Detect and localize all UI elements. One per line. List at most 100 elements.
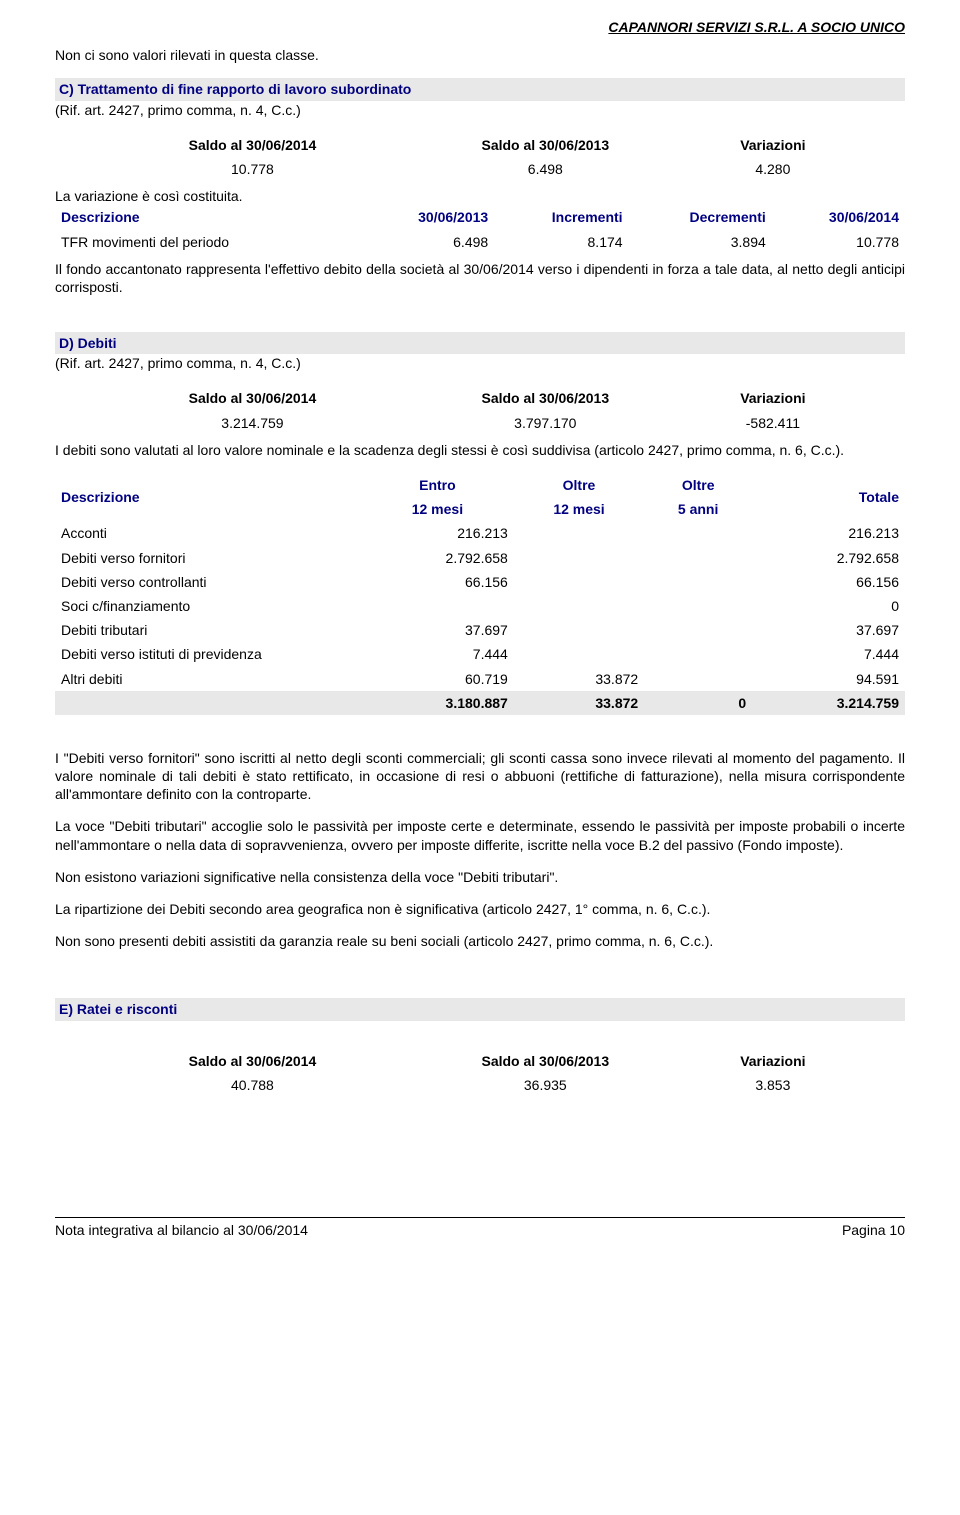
cell: 3.853 [692, 1073, 854, 1097]
section-e-saldo-table: Saldo al 30/06/2014 Saldo al 30/06/2013 … [106, 1049, 854, 1097]
section-d-p2: La voce "Debiti tributari" accoglie solo… [55, 817, 905, 853]
col-header: 30/06/2013 [361, 205, 494, 229]
section-e-title: E) Ratei e risconti [55, 998, 905, 1020]
total-cell: 0 [644, 691, 752, 715]
cell: 8.174 [494, 230, 628, 254]
table-row: Debiti verso controllanti66.15666.156 [55, 570, 905, 594]
cell [644, 521, 752, 545]
cell: 2.792.658 [361, 546, 514, 570]
table-row: Acconti216.213216.213 [55, 521, 905, 545]
total-cell: 33.872 [514, 691, 644, 715]
row-label: Soci c/finanziamento [55, 594, 361, 618]
col-header: 5 anni [644, 497, 752, 521]
cell: 4.280 [692, 157, 854, 181]
cell [514, 594, 644, 618]
cell [514, 618, 644, 642]
company-header: CAPANNORI SERVIZI S.R.L. A SOCIO UNICO [55, 18, 905, 36]
col-header: Descrizione [55, 473, 361, 521]
col-header: Saldo al 30/06/2014 [106, 386, 399, 410]
cell [514, 570, 644, 594]
row-label: Debiti verso controllanti [55, 570, 361, 594]
section-d-p4: La ripartizione dei Debiti secondo area … [55, 900, 905, 918]
cell: 66.156 [752, 570, 905, 594]
table-row: Soci c/finanziamento 0 [55, 594, 905, 618]
col-header: 30/06/2014 [772, 205, 905, 229]
section-c-ref: (Rif. art. 2427, primo comma, n. 4, C.c.… [55, 101, 905, 119]
cell: 216.213 [752, 521, 905, 545]
section-d-p3: Non esistono variazioni significative ne… [55, 868, 905, 886]
col-header: Variazioni [692, 133, 854, 157]
col-header: Decrementi [629, 205, 772, 229]
total-cell: 3.180.887 [361, 691, 514, 715]
row-label: Debiti verso istituti di previdenza [55, 642, 361, 666]
cell: 3.214.759 [106, 411, 399, 435]
col-header: Totale [752, 473, 905, 521]
cell [644, 642, 752, 666]
table-row: Debiti verso istituti di previdenza7.444… [55, 642, 905, 666]
cell: 37.697 [752, 618, 905, 642]
cell: -582.411 [692, 411, 854, 435]
cell: 66.156 [361, 570, 514, 594]
intro-text: Non ci sono valori rilevati in questa cl… [55, 46, 905, 64]
col-header: Variazioni [692, 1049, 854, 1073]
row-label: TFR movimenti del periodo [55, 230, 361, 254]
col-header: Entro [361, 473, 514, 497]
section-d-ref: (Rif. art. 2427, primo comma, n. 4, C.c.… [55, 354, 905, 372]
cell [644, 594, 752, 618]
cell [644, 667, 752, 691]
row-label: Acconti [55, 521, 361, 545]
col-header: Incrementi [494, 205, 628, 229]
col-header: Saldo al 30/06/2014 [106, 1049, 399, 1073]
cell: 94.591 [752, 667, 905, 691]
col-header: 12 mesi [514, 497, 644, 521]
variation-line: La variazione è così costituita. [55, 187, 905, 205]
cell [514, 546, 644, 570]
section-d-p5: Non sono presenti debiti assistiti da ga… [55, 932, 905, 950]
tfr-mov-table: Descrizione 30/06/2013 Incrementi Decrem… [55, 205, 905, 253]
cell: 0 [752, 594, 905, 618]
section-d-p1: I "Debiti verso fornitori" sono iscritti… [55, 749, 905, 804]
col-header: 12 mesi [361, 497, 514, 521]
cell: 7.444 [361, 642, 514, 666]
total-cell: 3.214.759 [752, 691, 905, 715]
cell: 3.894 [629, 230, 772, 254]
debiti-table: Descrizione Entro Oltre Oltre Totale 12 … [55, 473, 905, 715]
table-row: Debiti verso fornitori2.792.6582.792.658 [55, 546, 905, 570]
footer-right: Pagina 10 [842, 1221, 905, 1239]
col-header: Oltre [644, 473, 752, 497]
col-header: Descrizione [55, 205, 361, 229]
total-label [55, 691, 361, 715]
row-label: Altri debiti [55, 667, 361, 691]
cell: 37.697 [361, 618, 514, 642]
cell: 36.935 [399, 1073, 692, 1097]
section-d-intro: I debiti sono valutati al loro valore no… [55, 441, 905, 459]
cell: 60.719 [361, 667, 514, 691]
cell: 10.778 [106, 157, 399, 181]
section-c-note: Il fondo accantonato rappresenta l'effet… [55, 260, 905, 296]
cell: 2.792.658 [752, 546, 905, 570]
col-header: Saldo al 30/06/2014 [106, 133, 399, 157]
section-d-title: D) Debiti [55, 332, 905, 354]
cell: 216.213 [361, 521, 514, 545]
page-footer: Nota integrativa al bilancio al 30/06/20… [55, 1217, 905, 1239]
cell: 10.778 [772, 230, 905, 254]
table-row: Altri debiti60.71933.87294.591 [55, 667, 905, 691]
row-label: Debiti tributari [55, 618, 361, 642]
footer-left: Nota integrativa al bilancio al 30/06/20… [55, 1221, 308, 1239]
col-header: Saldo al 30/06/2013 [399, 133, 692, 157]
cell [644, 546, 752, 570]
col-header: Saldo al 30/06/2013 [399, 1049, 692, 1073]
col-header: Saldo al 30/06/2013 [399, 386, 692, 410]
cell: 7.444 [752, 642, 905, 666]
col-header: Variazioni [692, 386, 854, 410]
cell [644, 618, 752, 642]
row-label: Debiti verso fornitori [55, 546, 361, 570]
cell [514, 642, 644, 666]
cell: 6.498 [399, 157, 692, 181]
table-row: Debiti tributari37.69737.697 [55, 618, 905, 642]
section-d-saldo-table: Saldo al 30/06/2014 Saldo al 30/06/2013 … [106, 386, 854, 434]
section-c-saldo-table: Saldo al 30/06/2014 Saldo al 30/06/2013 … [106, 133, 854, 181]
cell [644, 570, 752, 594]
cell [514, 521, 644, 545]
cell: 3.797.170 [399, 411, 692, 435]
